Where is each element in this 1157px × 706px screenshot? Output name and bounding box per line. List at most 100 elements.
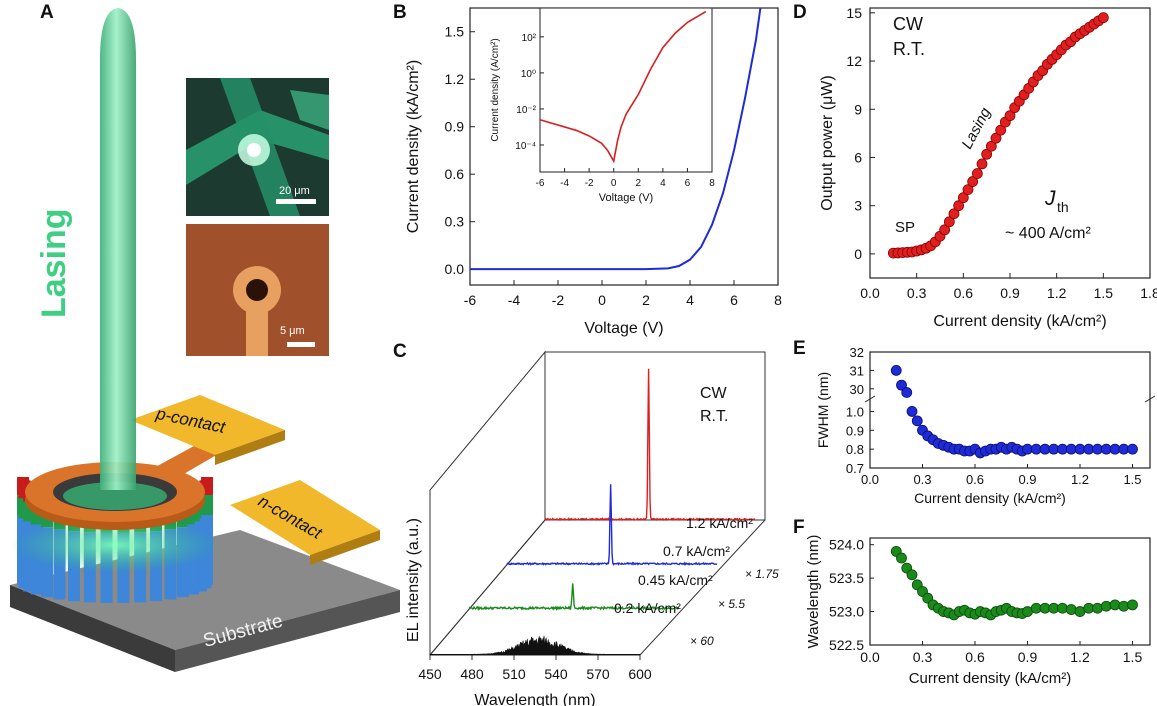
data-point-d [990,132,1002,144]
annotation-jth: J [1044,187,1056,210]
data-point-d [976,158,988,170]
x-tick-label-f: 0.6 [965,649,985,665]
inset-x-tick-label: 4 [660,178,666,189]
x-tick-label-c: 510 [502,666,526,682]
annotation-jth-value: ~ 400 A/cm² [1005,225,1091,242]
annotation-sp: SP [895,219,915,236]
data-point-d [981,148,993,160]
y-tick-label-d: 3 [854,198,862,214]
left-wall [429,350,546,657]
inset-y-tick-label: 10⁰ [521,69,536,80]
x-tick-label-c: 570 [586,666,610,682]
panel-letter-d: D [793,2,807,23]
panel-a: A Substrate n-contact p-contact Lasing [10,2,400,672]
x-axis-label-c: Wavelength (nm) [474,692,595,706]
x-axis-label-f: Current density (kA/cm²) [909,670,1072,687]
inset-x-tick-label: -2 [585,178,594,189]
inset-x-tick-label: 0 [611,178,617,189]
panel-e-fwhm: E 0.0 0.3 0.6 0.9 1.2 1.5 30 31 32 0.7 0.8 0.9 1.0 Cu… [793,338,1156,506]
inset-y-label: Current density (A/cm²) [490,38,501,141]
x-tick-label-e: 0.3 [913,472,931,487]
micrograph-top: 20 μm [186,78,329,216]
spectrum-label: 0.2 kA/cm² [614,600,681,616]
lasing-label: Lasing [35,208,73,318]
data-point-e [896,379,907,391]
data-point-f [1092,602,1103,614]
inset-x-label: Voltage (V) [599,192,653,204]
data-point-f [1057,602,1068,614]
panel-letter-f: F [793,517,805,538]
y-axis-label-f: Wavelength (nm) [805,535,822,649]
y-tick-label-f: 522.5 [829,637,864,653]
x-tick-label-b: -2 [552,292,565,308]
spectrum-multiplier: × 60 [690,634,714,648]
y-tick-label-e: 30 [850,382,864,397]
x-tick-label-c: 480 [460,666,484,682]
x-tick-label-d: 0.9 [1000,285,1020,301]
y-tick-label-d: 9 [854,101,862,117]
y-tick-label-e: 32 [850,345,864,360]
x-tick-label-f: 0.9 [1018,649,1038,665]
y-tick-label-e: 0.7 [846,461,864,476]
y-axis-label-c: EL intensity (a.u.) [405,518,422,642]
floor-depth-edge [429,519,546,656]
x-axis-label-d: Current density (kA/cm²) [933,313,1106,330]
annotation-cw-d: CW [893,14,923,34]
x-tick-label-d: 1.2 [1047,285,1067,301]
y-tick-label-b: 1.5 [445,24,465,40]
inset-curve [539,10,707,164]
x-tick-label-d: 0.3 [907,285,927,301]
x-tick-label-f: 1.2 [1070,649,1090,665]
x-tick-label-d: 0.6 [954,285,974,301]
x-tick-label-f: 0.3 [913,649,933,665]
data-point-d [962,184,974,196]
y-tick-label-d: 12 [846,53,862,69]
lasing-beam [100,8,136,490]
x-tick-label-d: 1.5 [1094,285,1114,301]
axis-break-mark [864,395,876,403]
data-point-e [1127,443,1138,455]
y-tick-label-b: 0.9 [445,119,465,135]
panel-f-wavelength: F 0.0 0.3 0.6 0.9 1.2 1.5 522.5 523.0 523.5 524.0… [793,517,1151,687]
x-tick-label-b: -6 [464,292,477,308]
inset-x-tick-label: 8 [709,178,715,189]
spectrum-trace [506,484,718,566]
annotation-rt-c: R.T. [700,408,728,425]
data-point-e [911,415,923,427]
scale-label-bottom: 5 μm [280,325,305,337]
panel-c-el-spectra: C 450 480 510 540 570 600 Wavelength (nm) EL in… [393,341,779,706]
data-point-f [1109,599,1121,611]
y-tick-label-f: 523.0 [829,604,864,620]
spectrum-label: 0.45 kA/cm² [638,572,713,588]
spectrum-trace [544,368,756,522]
x-tick-label-b: 2 [642,292,650,308]
panel-letter-e: E [793,338,806,359]
y-tick-label-b: 1.2 [445,71,465,87]
y-tick-label-d: 0 [854,246,862,262]
data-point-d [971,168,983,179]
data-point-d [953,200,965,212]
data-point-d [943,216,955,228]
data-point-f [1127,599,1138,611]
y-tick-label-b: 0.3 [445,214,465,230]
y-axis-label-d: Output power (μW) [819,75,836,210]
panel-letter-a: A [40,2,54,23]
inset-y-tick-label: 10⁻⁴ [515,141,536,152]
data-point-d [995,124,1007,136]
inset-x-tick-label: 2 [636,178,642,189]
inset-x-tick-label: -6 [536,178,545,189]
inset-x-tick-label: 6 [685,178,691,189]
x-tick-label-c: 450 [418,666,442,682]
inset-y-tick-label: 10⁻² [516,105,536,116]
x-tick-label-f: 0.0 [860,649,880,665]
emission-glow [10,517,220,573]
spectrum-trace [468,583,680,612]
data-point-d [967,176,979,187]
x-tick-label-d: 1.8 [1140,285,1157,301]
x-axis-label-b: Voltage (V) [584,320,663,337]
x-tick-label-b: 4 [686,292,694,308]
data-point-f [896,552,907,564]
x-tick-label-c: 540 [544,666,568,682]
inset-y-tick-label: 10² [522,33,537,44]
